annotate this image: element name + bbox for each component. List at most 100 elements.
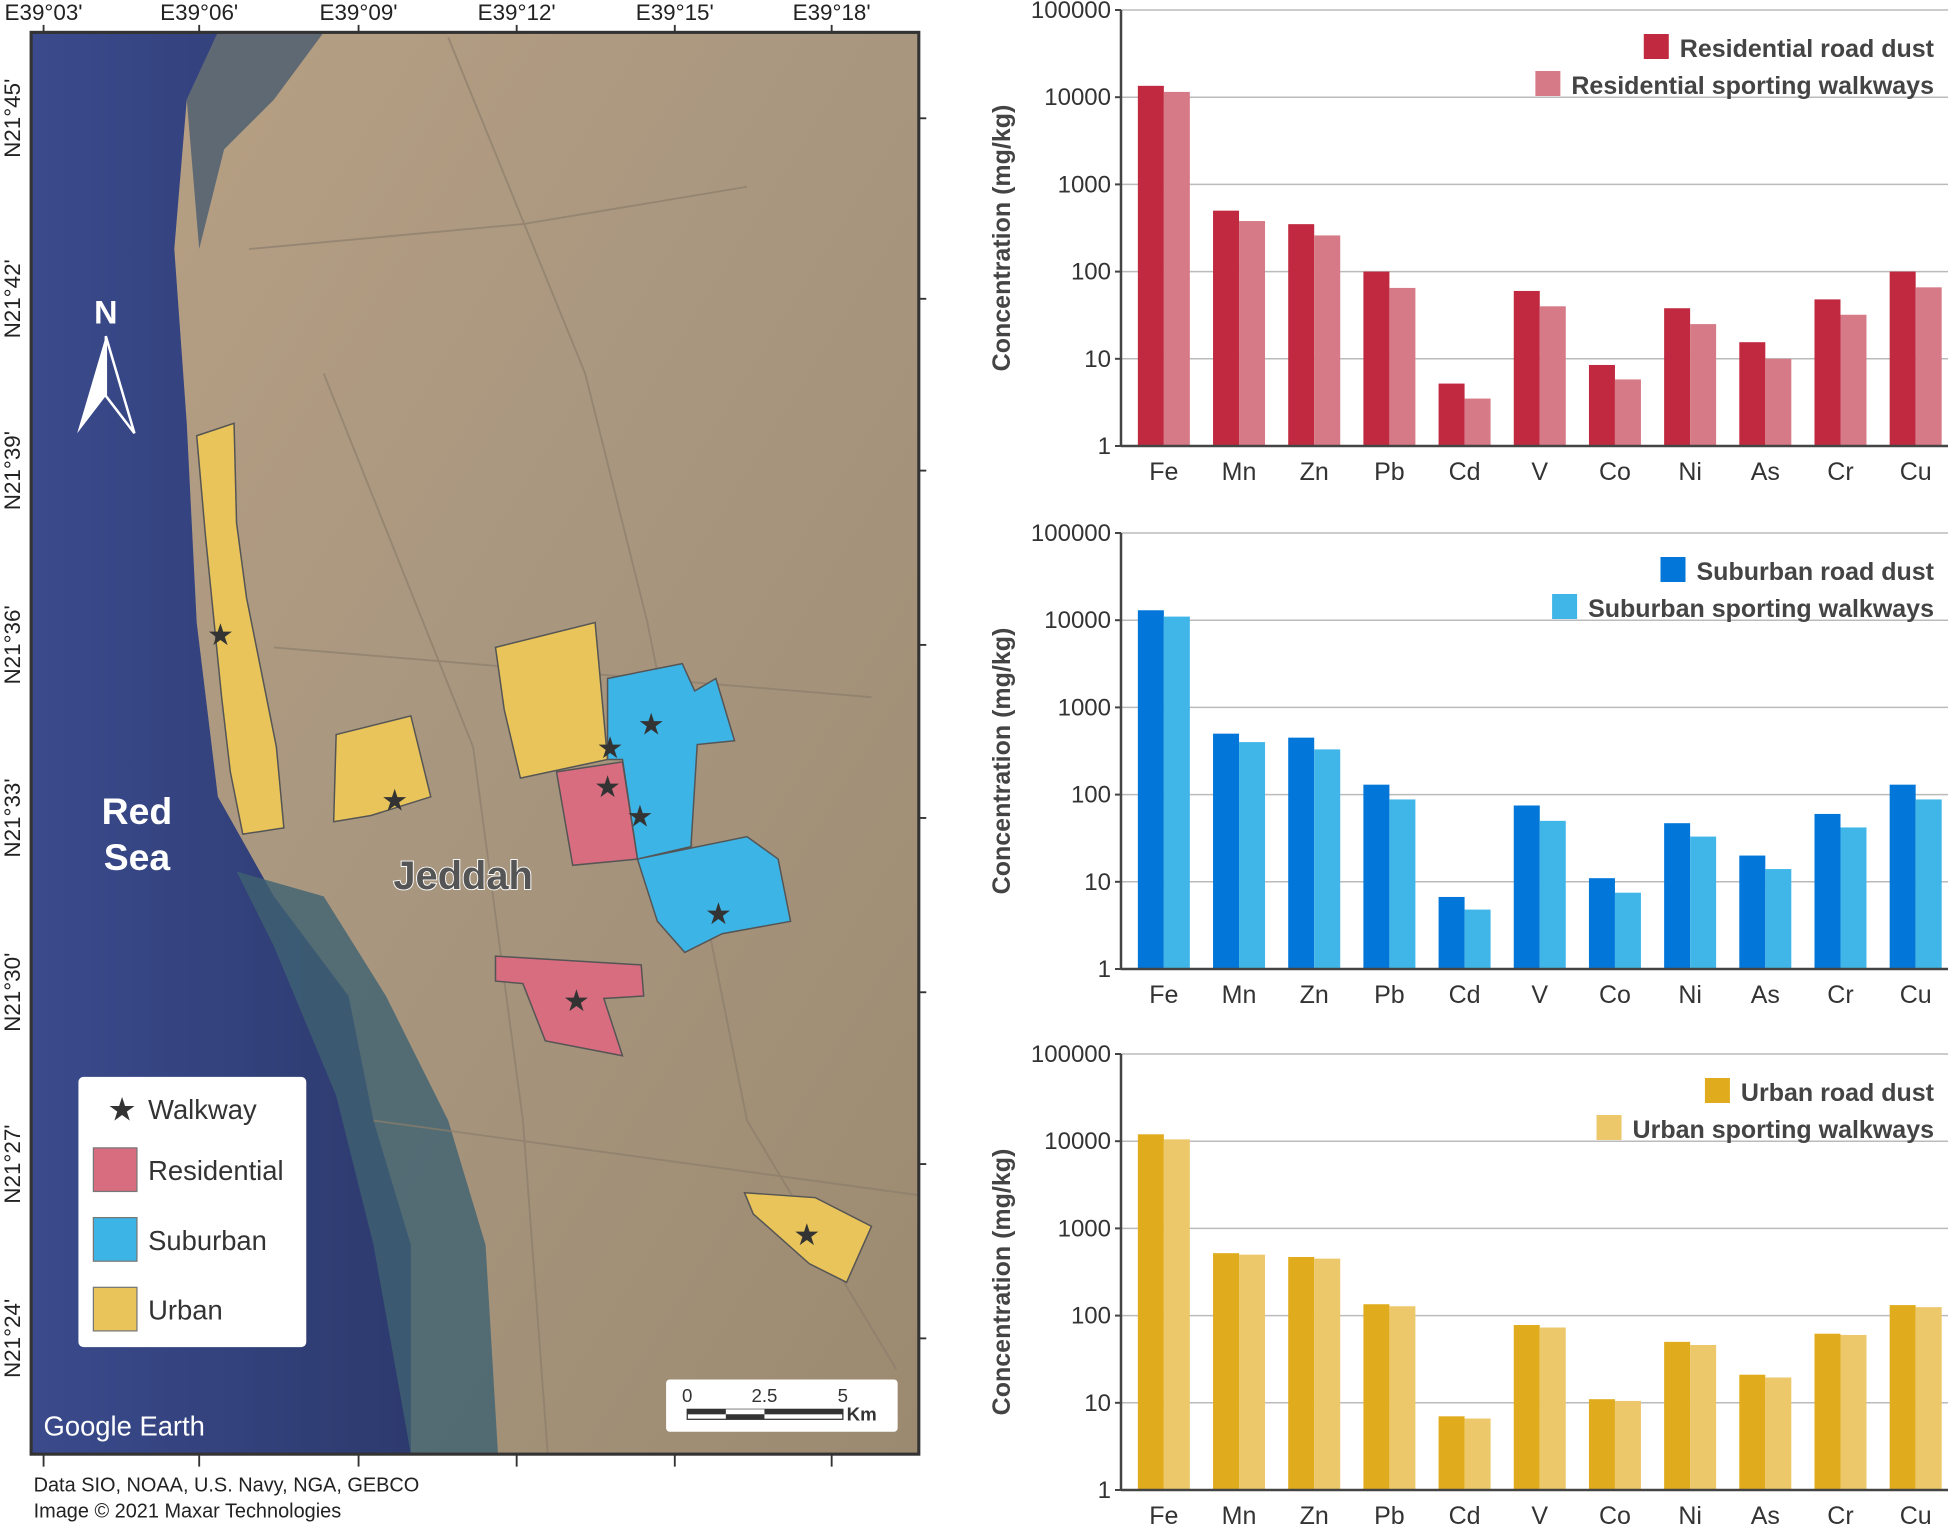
credit-image: Image © 2021 Maxar Technologies [34,1501,342,1523]
bar-ni-walkway [1690,1345,1717,1490]
bar-cr-walkway [1840,827,1867,969]
map-legend: ★ Walkway Residential Suburban Urban [78,1076,307,1348]
y-tick-label: 10000 [1044,607,1111,634]
city-label: Jeddah [393,854,532,898]
walkway-star-icon: ★ [705,898,732,931]
legend-label: Suburban road dust [1697,558,1935,586]
x-tick-label: Cu [1900,458,1932,486]
longitude-label: E39°09' [320,0,398,25]
north-label: N [94,295,117,331]
scale-label: 2.5 [751,1385,777,1406]
x-tick-label: Cr [1827,458,1853,486]
scale-segment [687,1409,843,1415]
x-tick-label: Zn [1300,1502,1329,1524]
bar-zn-walkway [1314,749,1341,969]
y-tick-label: 1000 [1058,171,1111,198]
legend-suburban: Suburban [148,1225,267,1256]
legend-swatch-suburban [92,1216,138,1262]
bar-as-walkway [1765,358,1792,446]
x-tick-label: Pb [1374,458,1405,486]
bar-cd-walkway [1464,909,1491,969]
bar-cd-road-dust [1438,383,1465,446]
bar-cd-road-dust [1438,896,1465,969]
y-tick-label: 1 [1098,956,1111,983]
sea-label: Red [102,790,173,832]
y-axis-label: Concentration (mg/kg) [988,628,1016,895]
legend-swatch [1552,594,1578,619]
urban-zone [743,1191,873,1284]
legend-box [78,1076,307,1348]
bar-ni-road-dust [1664,823,1691,969]
y-tick-label: 10000 [1044,1128,1111,1155]
bar-mn-walkway [1239,221,1266,446]
x-tick-label: As [1751,981,1780,1009]
x-tick-label: Cd [1449,1502,1481,1524]
star-icon: ★ [108,1092,137,1128]
bar-zn-road-dust [1288,1256,1315,1490]
y-tick-label: 10 [1084,1390,1111,1417]
legend-swatch [1535,71,1561,96]
x-tick-label: Pb [1374,1502,1405,1524]
bar-v-walkway [1539,1327,1566,1490]
x-tick-label: Cr [1827,1502,1853,1524]
legend-swatch [1643,34,1669,59]
latitude-label: N21°33' [0,778,25,857]
bar-pb-walkway [1389,1306,1416,1490]
residential-zone [494,955,645,1057]
longitude-label: E39°03' [5,0,83,25]
legend-swatch [1596,1115,1622,1140]
walkway-star-icon: ★ [627,801,654,834]
bar-chart-3: 1 10 100 1000 10000 100000 Fe Mn Zn Pb Cd V Co Ni As Cr… [988,1041,1948,1529]
bar-as-walkway [1765,869,1792,969]
bar-cu-road-dust [1889,271,1916,446]
bar-mn-walkway [1239,1254,1266,1490]
legend-swatch [1660,557,1686,582]
residential-zone [555,761,639,867]
bar-cr-walkway [1840,1334,1867,1490]
bar-ni-walkway [1690,324,1717,446]
legend-swatch [1704,1078,1730,1103]
urban-zone [195,422,285,835]
x-tick-label: Co [1599,981,1631,1009]
bar-cr-road-dust [1814,1333,1841,1490]
map-zones [195,422,873,1284]
y-tick-label: 100 [1071,259,1111,286]
y-tick-label: 10 [1084,346,1111,373]
bar-co-walkway [1614,379,1641,446]
bar-mn-walkway [1239,742,1266,969]
walkway-star-icon: ★ [207,619,234,652]
legend-urban: Urban [148,1295,223,1326]
bar-v-road-dust [1513,805,1540,969]
x-tick-label: Cr [1827,981,1853,1009]
bar-chart-2: 1 10 100 1000 10000 100000 Fe Mn Zn Pb Cd V Co Ni As Cr… [988,520,1948,1009]
legend-label: Urban sporting walkways [1633,1116,1934,1144]
x-tick-label: Co [1599,1502,1631,1524]
bar-cd-walkway [1464,398,1491,446]
x-tick-label: Ni [1678,1502,1702,1524]
y-tick-label: 1000 [1058,694,1111,721]
bar-co-walkway [1614,1400,1641,1490]
bar-cu-road-dust [1889,784,1916,969]
bar-fe-walkway [1163,1139,1190,1490]
walkway-star-icon: ★ [793,1219,820,1252]
bar-fe-road-dust [1137,610,1164,969]
bar-ni-road-dust [1664,308,1691,446]
bar-cd-road-dust [1438,1416,1465,1490]
bar-co-walkway [1614,892,1641,969]
latitude-label: N21°27' [0,1124,25,1203]
y-tick-label: 10000 [1044,84,1111,111]
bar-zn-road-dust [1288,737,1315,969]
bar-pb-walkway [1389,799,1416,969]
urban-zone [494,621,609,780]
y-tick-label: 100000 [1031,520,1111,547]
y-axis-label: Concentration (mg/kg) [988,105,1016,372]
legend-label: Residential road dust [1680,35,1935,63]
walkway-star-icon: ★ [381,784,408,817]
longitude-label: E39°15' [636,0,714,25]
x-tick-label: V [1531,1502,1548,1524]
bar-fe-road-dust [1137,85,1164,446]
bar-cr-walkway [1840,314,1867,446]
map-frame [29,30,921,1456]
x-tick-label: Zn [1300,981,1329,1009]
bar-cr-road-dust [1814,299,1841,446]
